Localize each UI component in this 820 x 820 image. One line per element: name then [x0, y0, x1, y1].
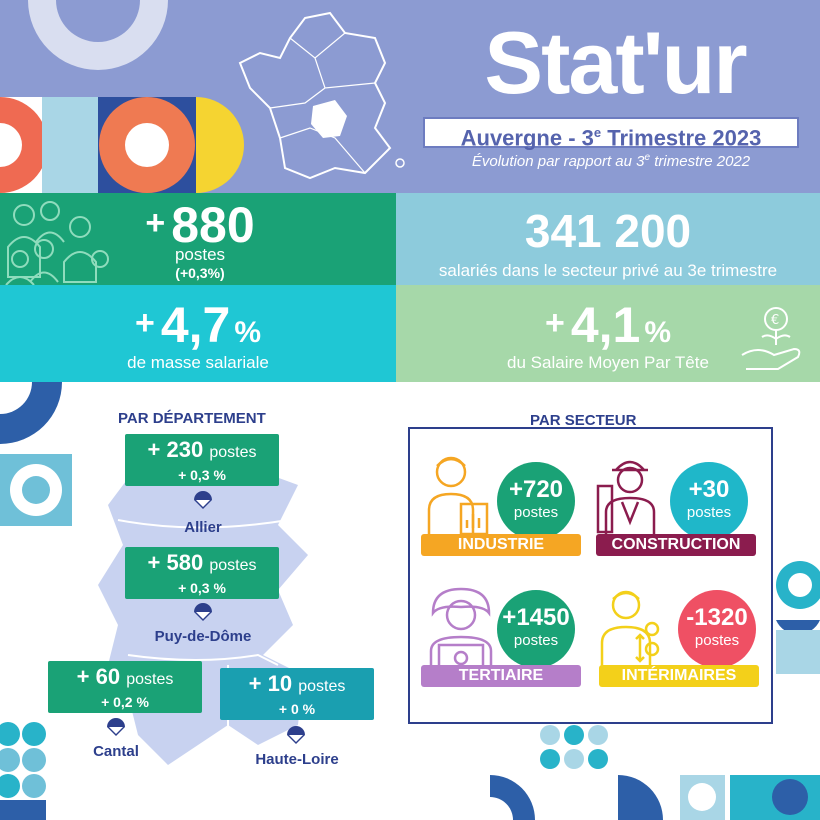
map-pin-icon	[107, 718, 125, 736]
kpi-postes: +880 postes (+0,3%)	[0, 193, 396, 285]
dept-card-allier: + 230 postes + 0,3 %	[125, 434, 279, 486]
decorative-shapes-bottom	[490, 725, 820, 820]
sector-circle-interimaires: -1320 postes	[678, 590, 756, 668]
office-worker-icon	[429, 587, 493, 673]
kpi-postes-label: postes	[174, 245, 226, 264]
dept-name-haute-loire: Haute-Loire	[255, 751, 339, 768]
svg-text:€: €	[771, 313, 779, 328]
map-pin-icon	[194, 491, 212, 509]
evolution-subtitle: Évolution par rapport au 3e trimestre 20…	[471, 152, 751, 170]
kpi-salaries-label: salariés dans le secteur privé au 3e tri…	[438, 261, 778, 280]
decorative-shapes-left	[0, 382, 72, 820]
page-title: Stat'ur	[484, 13, 747, 112]
decorative-shapes	[0, 0, 244, 193]
decorative-shapes-right	[776, 561, 820, 674]
construction-worker-icon	[596, 460, 656, 540]
sector-band-tertiaire: TERTIAIRE	[421, 665, 581, 687]
header-banner: Stat'ur Auvergne - 3e Trimestre 2023 Évo…	[0, 0, 820, 193]
sector-band-industrie: INDUSTRIE	[421, 534, 581, 556]
map-pin-icon	[287, 726, 305, 744]
kpi-masse-salariale: +4,7% de masse salariale	[0, 285, 396, 382]
dept-card-cantal: + 60 postes + 0,2 %	[48, 661, 202, 713]
kpi-postes-pct: (+0,3%)	[175, 265, 225, 281]
sector-band-construction: CONSTRUCTION	[596, 534, 756, 556]
dept-card-haute-loire: + 10 postes + 0 %	[220, 668, 374, 720]
france-map-icon	[238, 11, 405, 180]
sector-band-interimaires: INTÉRIMAIRES	[599, 665, 759, 687]
region-period-subtitle: Auvergne - 3e Trimestre 2023	[423, 117, 799, 150]
kpi-smpt-label: du Salaire Moyen Par Tête	[507, 353, 709, 372]
dept-card-puy-de-dome: + 580 postes + 0,3 %	[125, 547, 279, 599]
dept-name-allier: Allier	[184, 519, 222, 536]
secteurs-title: PAR SECTEUR	[530, 412, 637, 429]
sector-circle-construction: +30 postes	[670, 462, 748, 540]
kpi-postes-value: 880	[171, 197, 255, 253]
departements-title: PAR DÉPARTEMENT	[118, 410, 266, 427]
dept-name-cantal: Cantal	[93, 743, 139, 760]
euro-hand-icon: €	[741, 307, 801, 370]
industry-worker-icon	[427, 456, 489, 540]
temp-worker-icon	[600, 590, 660, 673]
sector-circle-tertiaire: +1450 postes	[497, 590, 575, 668]
kpi-masse-value: 4,7	[160, 297, 231, 353]
kpi-salaries-value: 341 200	[524, 205, 692, 257]
kpi-smpt: +4,1% du Salaire Moyen Par Tête €	[396, 285, 820, 382]
map-pin-icon	[194, 603, 212, 621]
people-icon	[5, 201, 109, 285]
kpi-masse-label: de masse salariale	[127, 353, 269, 372]
secteurs-frame	[408, 427, 773, 724]
kpi-smpt-value: 4,1	[570, 297, 641, 353]
dept-name-puy-de-dome: Puy-de-Dôme	[154, 628, 252, 645]
sector-circle-industrie: +720 postes	[497, 462, 575, 540]
kpi-salaries: 341 200 salariés dans le secteur privé a…	[396, 193, 820, 285]
